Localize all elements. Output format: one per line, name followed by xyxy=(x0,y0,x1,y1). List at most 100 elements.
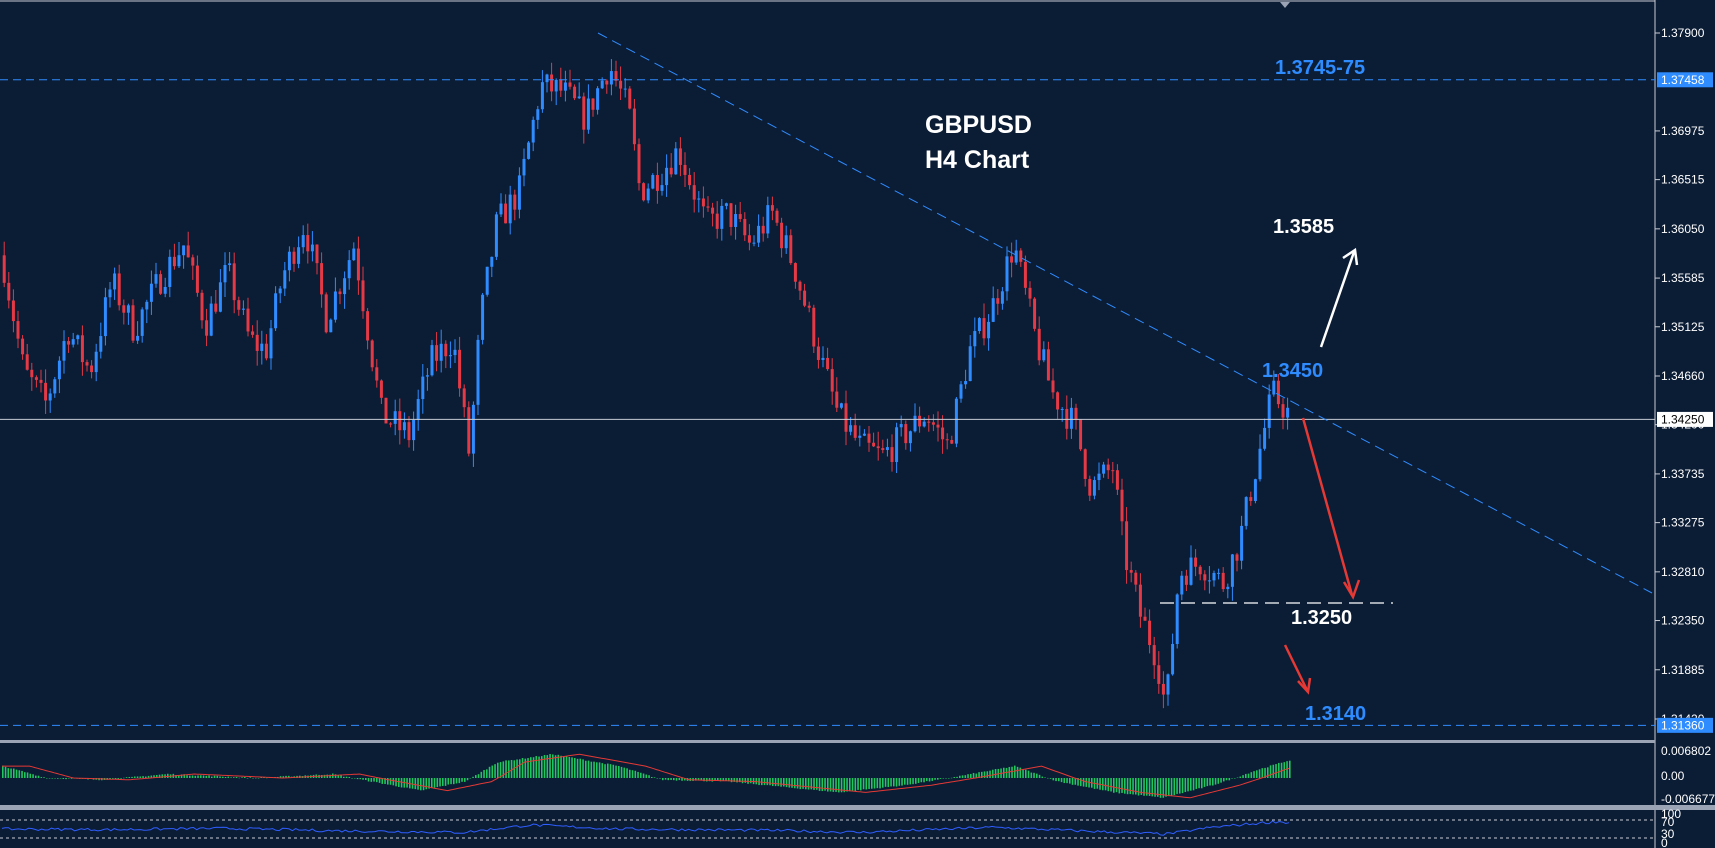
price-tick-label: 1.36050 xyxy=(1661,222,1705,236)
candle-bearish xyxy=(632,108,636,145)
candle-bullish xyxy=(439,343,443,361)
candle-bullish xyxy=(734,214,738,227)
macd-bar xyxy=(794,778,796,789)
macd-bar xyxy=(183,774,186,778)
macd-bar xyxy=(109,778,111,780)
panel-divider-rsi[interactable] xyxy=(0,805,1715,810)
candle-bullish xyxy=(540,82,544,110)
macd-bar xyxy=(1242,775,1244,778)
macd-bar xyxy=(282,776,285,778)
macd-bar xyxy=(1038,774,1041,778)
candle-bullish xyxy=(1253,479,1257,502)
macd-bar xyxy=(587,760,590,778)
macd-bar xyxy=(843,778,846,793)
macd-bar xyxy=(992,769,994,778)
candle-bearish xyxy=(1198,566,1202,575)
macd-bar xyxy=(26,772,29,778)
macd-bar xyxy=(1049,778,1052,779)
candle-bullish xyxy=(218,282,222,312)
candle-bearish xyxy=(941,427,945,440)
macd-bar xyxy=(766,778,769,786)
candle-bullish xyxy=(913,415,917,432)
descending-trendline xyxy=(597,32,1653,594)
current-price-label: 1.34250 xyxy=(1661,412,1705,426)
macd-bar xyxy=(279,776,282,778)
macd-bar xyxy=(15,769,18,778)
candle-bearish xyxy=(80,335,84,363)
macd-bar xyxy=(854,778,857,792)
macd-bar xyxy=(257,778,260,779)
macd-bar xyxy=(981,771,983,778)
macd-bar xyxy=(813,778,815,790)
candle-bullish xyxy=(586,98,590,130)
candle-bullish xyxy=(1042,349,1046,361)
macd-bar xyxy=(420,778,422,791)
macd-bar xyxy=(392,778,395,786)
macd-bar xyxy=(574,757,576,778)
macd-bar xyxy=(939,778,942,779)
candle-bullish xyxy=(1060,408,1064,410)
macd-bar xyxy=(145,776,147,778)
macd-bar xyxy=(923,778,925,783)
candle-bearish xyxy=(131,305,135,341)
candle-bearish xyxy=(628,88,632,109)
macd-bar xyxy=(1143,778,1145,796)
macd-bar xyxy=(816,778,818,790)
macd-bar xyxy=(356,778,359,780)
macd-bar xyxy=(648,775,650,778)
macd-bar xyxy=(673,778,675,781)
macd-bar xyxy=(1195,778,1198,789)
candle-bullish xyxy=(274,293,278,329)
macd-bar xyxy=(18,770,21,778)
macd-bar xyxy=(695,778,697,781)
macd-bar xyxy=(799,778,802,790)
macd-bar xyxy=(1228,778,1231,781)
candle-bearish xyxy=(90,365,94,373)
macd-bar xyxy=(1069,778,1071,784)
candle-bearish xyxy=(214,303,218,312)
macd-bar xyxy=(263,777,265,778)
candle-bullish xyxy=(1175,594,1179,644)
macd-bar xyxy=(983,771,986,778)
macd-bar xyxy=(675,778,678,781)
macd-bar xyxy=(35,775,37,778)
macd-bar xyxy=(917,778,920,784)
candle-bullish xyxy=(987,321,991,339)
candle-bullish xyxy=(485,266,489,295)
macd-bar xyxy=(763,778,766,786)
candle-bearish xyxy=(237,300,241,310)
candle-bullish xyxy=(53,379,57,394)
candle-bearish xyxy=(462,388,466,408)
candle-bearish xyxy=(867,433,871,443)
macd-bar xyxy=(953,777,956,778)
candle-bearish xyxy=(591,98,595,110)
macd-bar xyxy=(876,778,879,789)
macd-bar xyxy=(805,778,807,790)
macd-bar xyxy=(653,777,656,778)
macd-bar xyxy=(1176,778,1178,794)
macd-bar xyxy=(1187,778,1189,792)
macd-bar xyxy=(1080,778,1082,787)
macd-bar xyxy=(838,778,840,793)
macd-bar xyxy=(563,756,565,778)
macd-bar xyxy=(601,763,604,778)
candle-bullish xyxy=(57,360,61,380)
price-tick-label: 1.35125 xyxy=(1661,320,1705,334)
panel-divider-macd[interactable] xyxy=(0,740,1655,743)
candle-bullish xyxy=(425,375,429,377)
candle-bearish xyxy=(39,379,43,383)
macd-bar xyxy=(733,778,736,782)
macd-bar xyxy=(1168,778,1170,797)
price-tick-label: 1.36515 xyxy=(1661,173,1705,187)
macd-bar xyxy=(629,769,631,778)
candle-bearish xyxy=(1143,616,1147,621)
candle-bullish xyxy=(922,421,926,427)
macd-bar xyxy=(384,778,386,785)
macd-bar xyxy=(205,775,208,778)
macd-bar xyxy=(796,778,799,789)
candle-bullish xyxy=(527,142,531,159)
price-tick-label: 1.32810 xyxy=(1661,565,1705,579)
scroll-marker-icon[interactable] xyxy=(1280,2,1290,8)
candle-bearish xyxy=(172,256,176,267)
candle-bullish xyxy=(1180,575,1184,595)
